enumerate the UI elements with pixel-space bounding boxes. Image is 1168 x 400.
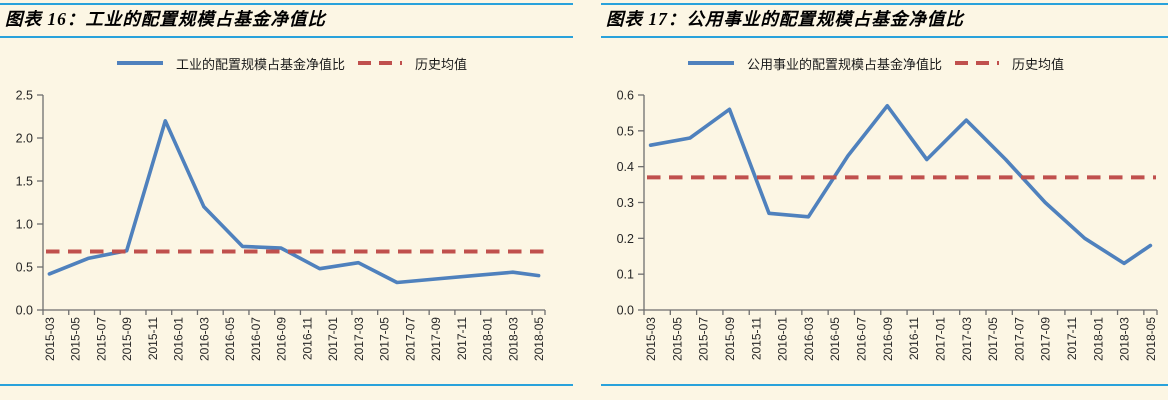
- x-axis-label: 2016-11: [907, 317, 921, 360]
- header-rule-bottom: [0, 36, 573, 38]
- header-rule-bottom: [601, 36, 1168, 38]
- legend-series-label: 公用事业的配置规模占基金净值比: [746, 56, 942, 72]
- x-axis-label: 2018-03: [506, 317, 520, 361]
- series-line: [648, 104, 1153, 266]
- x-axis-label: 2016-09: [881, 317, 895, 361]
- y-axis-label: 1.5: [16, 175, 33, 189]
- y-axis-label: 0.4: [617, 160, 634, 174]
- chart-canvas: 0.0 0.5 1.0 1.5 2.0 2.5 2015-03 2015-05 2015-07 2…: [16, 89, 546, 362]
- plot-area-utilities: 0.0 0.1 0.2 0.3 0.4 0.5 0.6 2015-03 2015-05 2015-…: [584, 0, 1168, 400]
- x-axis-label: 2016-07: [249, 317, 263, 361]
- y-axis-label: 2.0: [16, 132, 33, 146]
- header-rule-top: [601, 3, 1168, 5]
- legend: 公用事业的配置规模占基金净值比 历史均值: [584, 52, 1168, 74]
- plot-area-industrial: 0.0 0.5 1.0 1.5 2.0 2.5 2015-03 2015-05 2015-07 2…: [16, 89, 546, 362]
- legend-dash-swatch: [358, 61, 402, 65]
- x-axis-label: 2017-07: [403, 317, 417, 361]
- y-axis-label: 0.0: [617, 304, 634, 318]
- x-axis-label: 2017-05: [986, 317, 1000, 361]
- y-axis-label: 0.3: [617, 196, 634, 210]
- x-axis-label: 2017-03: [352, 317, 366, 361]
- chart-canvas: 0.0 0.1 0.2 0.3 0.4 0.5 0.6 2015-03 2015-05 2015-…: [617, 89, 1158, 362]
- series-line: [47, 119, 541, 285]
- x-axis-label: 2015-07: [697, 317, 711, 361]
- x-axis-label: 2015-05: [670, 317, 684, 361]
- y-axis-label: 1.0: [16, 218, 33, 232]
- chart-panel-industrial: 图表 16：工业的配置规模占基金净值比 工业的配置规模占基金净值比 历史均值 0…: [0, 3, 584, 386]
- x-axis-label: 2017-11: [455, 317, 469, 360]
- x-axis-label: 2015-05: [69, 317, 83, 361]
- legend-line-swatch: [116, 61, 163, 65]
- x-axis-label: 2018-05: [1144, 317, 1158, 361]
- legend-mean-label: 历史均值: [1012, 56, 1065, 72]
- legend-line-swatch: [687, 61, 734, 65]
- chart-title: 图表 17：公用事业的配置规模占基金净值比: [606, 9, 964, 29]
- x-axis-label: 2018-05: [532, 317, 546, 361]
- x-axis-label: 2015-09: [723, 317, 737, 361]
- x-axis-label: 2015-11: [749, 317, 763, 360]
- x-axis-label: 2016-11: [300, 317, 314, 360]
- x-axis-label: 2016-07: [855, 317, 869, 361]
- x-axis-label: 2017-01: [326, 317, 340, 361]
- legend-series-label: 工业的配置规模占基金净值比: [175, 56, 345, 72]
- x-axis-label: 2017-09: [429, 317, 443, 361]
- x-axis-label: 2015-03: [43, 317, 57, 361]
- chart-panel-utilities: 图表 17：公用事业的配置规模占基金净值比 公用事业的配置规模占基金净值比 历史…: [584, 0, 1168, 400]
- x-axis-label: 2018-01: [481, 317, 495, 361]
- y-axis-label: 0.2: [617, 232, 634, 246]
- y-axis-label: 0.5: [617, 124, 634, 138]
- x-axis-label: 2016-05: [223, 317, 237, 361]
- x-axis-label: 2018-03: [1118, 317, 1132, 361]
- legend-mean-label: 历史均值: [415, 56, 468, 72]
- y-axis-label: 0.0: [16, 304, 33, 318]
- y-axis-label: 0.1: [617, 268, 634, 282]
- x-axis-label: 2015-03: [644, 317, 658, 361]
- x-axis-label: 2016-01: [172, 317, 186, 361]
- x-axis-label: 2015-11: [146, 317, 160, 360]
- x-axis-label: 2017-07: [1012, 317, 1026, 361]
- legend: 工业的配置规模占基金净值比 历史均值: [0, 52, 584, 74]
- x-axis-label: 2017-11: [1065, 317, 1079, 360]
- chart-title: 图表 16：工业的配置规模占基金净值比: [5, 9, 326, 29]
- x-axis-label: 2017-03: [960, 317, 974, 361]
- y-axis-label: 0.6: [617, 89, 634, 103]
- x-axis-label: 2016-03: [802, 317, 816, 361]
- x-axis-label: 2017-05: [378, 317, 392, 361]
- x-axis-label: 2016-03: [197, 317, 211, 361]
- x-axis-label: 2017-09: [1039, 317, 1053, 361]
- header-rule-top: [0, 3, 573, 5]
- x-axis-label: 2015-07: [94, 317, 108, 361]
- x-axis-label: 2016-05: [828, 317, 842, 361]
- legend-dash-swatch: [955, 61, 999, 65]
- x-axis-label: 2018-01: [1091, 317, 1105, 361]
- y-axis-label: 0.5: [16, 261, 33, 275]
- x-axis-label: 2017-01: [933, 317, 947, 361]
- x-axis-label: 2016-01: [776, 317, 790, 361]
- footer-rule: [0, 384, 573, 386]
- footer-rule: [601, 384, 1168, 386]
- x-axis-label: 2016-09: [275, 317, 289, 361]
- y-axis-label: 2.5: [16, 89, 33, 103]
- x-axis-label: 2015-09: [120, 317, 134, 361]
